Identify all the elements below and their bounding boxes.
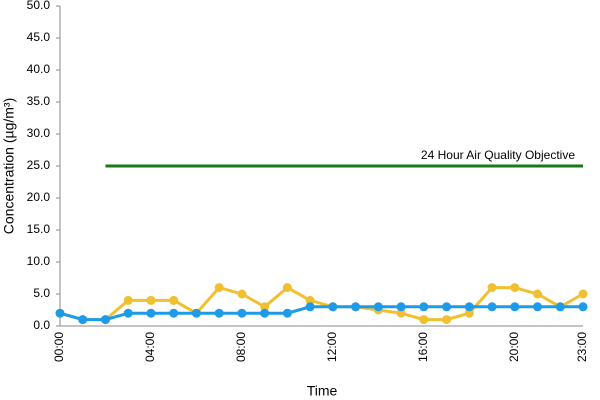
x-tick-label: 16:00 [416,332,430,362]
data-point [442,302,452,312]
data-point [214,308,224,318]
y-tick-label: 25.0 [27,158,51,172]
data-point [237,308,247,318]
data-point [351,302,361,312]
data-point [442,315,452,325]
data-point [328,302,338,312]
data-point [533,289,543,299]
series-label: 24 Hour Air Quality Objective [421,148,575,162]
y-tick-label: 50.0 [27,0,51,12]
y-tick-label: 10.0 [27,254,51,268]
data-point [487,302,497,312]
x-tick-label: 20:00 [507,332,521,362]
data-point [191,308,201,318]
x-tick-label: 00:00 [52,332,66,362]
y-tick-label: 5.0 [33,286,50,300]
data-point [146,295,156,305]
data-point [510,302,520,312]
data-point [533,302,543,312]
y-tick-label: 35.0 [27,94,51,108]
data-point [146,308,156,318]
data-point [555,302,565,312]
data-point [396,308,406,318]
y-tick-label: 40.0 [27,62,51,76]
y-axis-label: Concentration (µg/m³) [1,98,17,234]
series-line [59,285,584,322]
data-point [169,295,179,305]
data-point [169,308,179,318]
x-tick-label: 08:00 [234,332,248,362]
x-tick-label: 04:00 [143,332,157,362]
data-point [464,308,474,318]
y-tick-label: 15.0 [27,222,51,236]
data-point [123,295,133,305]
data-point [260,308,270,318]
x-tick-label: 23:00 [575,332,589,362]
data-point [78,315,88,325]
series-line [59,305,583,322]
y-tick-label: 20.0 [27,190,51,204]
y-tick-label: 45.0 [27,30,51,44]
data-point [305,302,315,312]
data-point [510,283,520,293]
data-point [419,302,429,312]
x-tick-label: 12:00 [325,332,339,362]
y-tick-label: 0.0 [33,318,50,332]
data-point [237,289,247,299]
data-point [260,302,270,312]
y-tick-label: 30.0 [27,126,51,140]
x-axis-label: Time [307,383,338,399]
data-point [214,283,224,293]
data-point [123,308,133,318]
data-point [487,283,497,293]
data-point [419,315,429,325]
data-point [55,308,65,318]
data-point [396,302,406,312]
data-point [282,308,292,318]
data-point [373,302,383,312]
data-point [305,295,315,305]
data-point [464,302,474,312]
data-point [578,289,588,299]
data-point [282,283,292,293]
data-point [100,315,110,325]
data-point [578,302,588,312]
